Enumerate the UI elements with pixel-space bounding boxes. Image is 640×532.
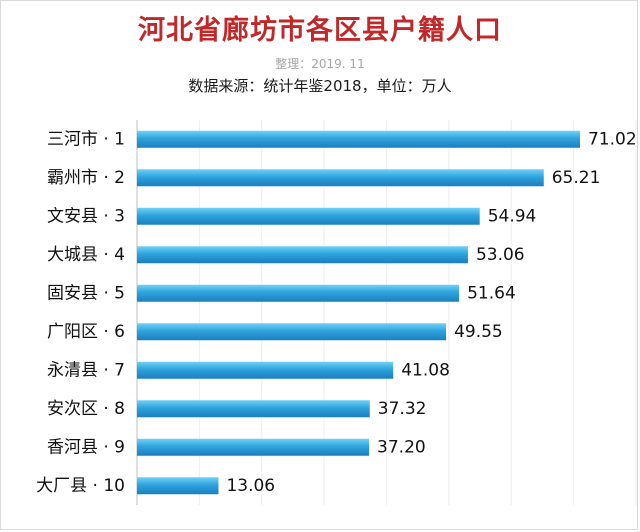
bar (137, 207, 480, 225)
category-label: 大城县 · 4 (47, 245, 125, 265)
bar (137, 284, 460, 302)
value-label: 51.64 (467, 283, 516, 303)
value-label: 37.20 (377, 437, 426, 457)
category-label: 三河市 · 1 (47, 129, 125, 149)
category-label: 大厂县 · 10 (36, 476, 125, 496)
bar (137, 130, 580, 148)
category-label: 固安县 · 5 (47, 283, 125, 303)
chart-subtitle: 数据来源：统计年鉴2018，单位：万人 (188, 77, 452, 95)
value-label: 49.55 (454, 322, 503, 342)
category-label: 永清县 · 7 (47, 360, 125, 380)
category-label: 安次区 · 8 (47, 399, 125, 419)
bar (137, 169, 544, 187)
category-label: 广阳区 · 6 (47, 322, 125, 342)
label-layer: 三河市 · 1 71.02 霸州市 · 2 65.21 文安县 · 3 54.94 大城县 … (36, 129, 637, 496)
value-label: 71.02 (588, 129, 637, 149)
bar (137, 361, 394, 379)
category-label: 香河县 · 9 (47, 437, 125, 457)
category-label: 文安县 · 3 (47, 206, 125, 226)
value-label: 37.32 (378, 399, 427, 419)
category-label: 霸州市 · 2 (47, 168, 125, 188)
value-label: 13.06 (226, 476, 275, 496)
chart-title: 河北省廊坊市各区县户籍人口 (138, 15, 502, 46)
bar (137, 246, 468, 264)
bar (137, 400, 370, 418)
bar (137, 323, 447, 341)
value-label: 41.08 (401, 360, 450, 380)
value-label: 53.06 (476, 245, 525, 265)
chart-note: 整理：2019. 11 (275, 57, 365, 71)
bar-layer (137, 130, 580, 495)
value-label: 54.94 (488, 206, 537, 226)
value-label: 65.21 (552, 168, 601, 188)
bar (137, 477, 219, 495)
bar (137, 438, 370, 456)
